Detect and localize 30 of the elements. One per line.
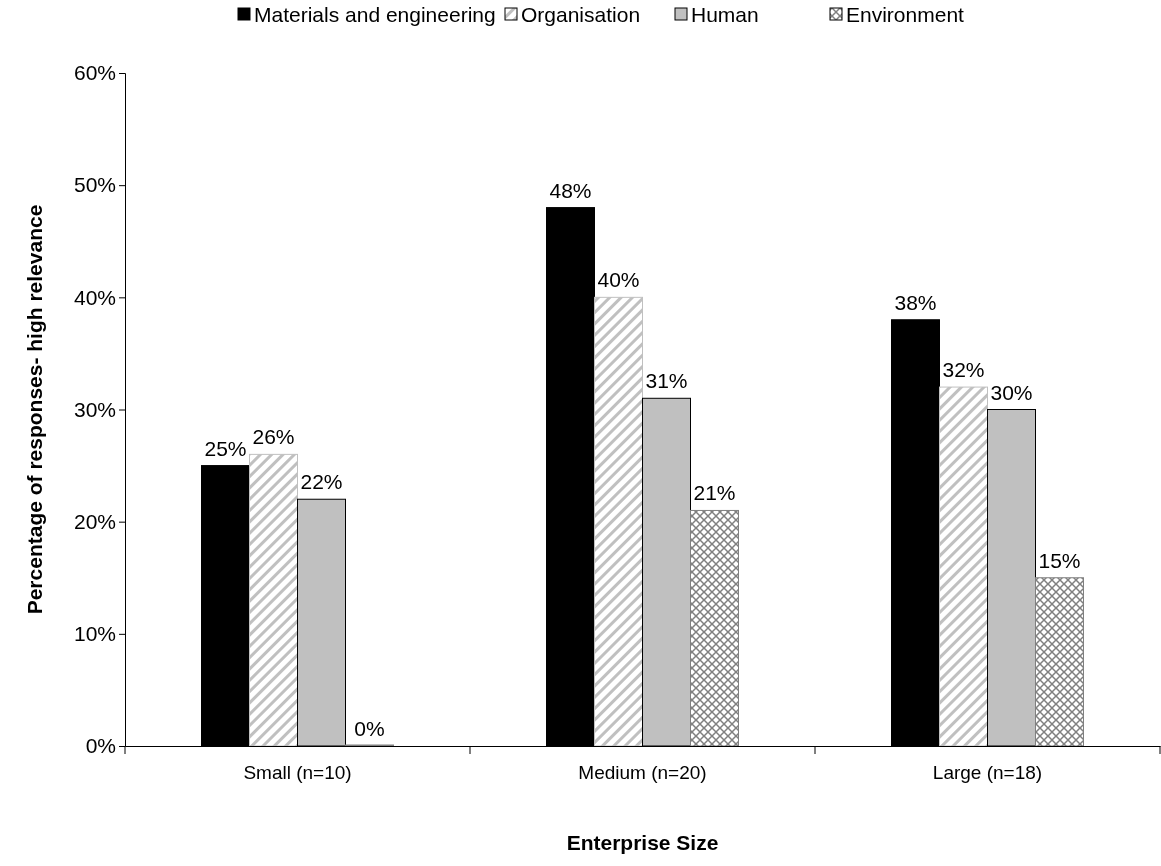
- x-tick-label: Large (n=18): [932, 762, 1043, 784]
- data-label: 21%: [693, 481, 736, 505]
- legend-label: Environment: [846, 3, 965, 26]
- data-label: 40%: [597, 268, 640, 292]
- data-label: 15%: [1038, 548, 1081, 572]
- data-label: 38%: [894, 290, 937, 314]
- y-tick-label: 0%: [85, 734, 116, 758]
- data-label: 26%: [252, 425, 295, 449]
- y-tick-label: 40%: [73, 285, 116, 309]
- y-tick-label: 10%: [73, 622, 116, 646]
- x-axis-title: Enterprise Size: [566, 831, 719, 854]
- bar: [1035, 577, 1084, 747]
- data-label: 25%: [204, 436, 247, 460]
- y-tick-label: 60%: [73, 61, 116, 85]
- data-label: 48%: [549, 178, 592, 202]
- legend-label: Organisation: [521, 3, 641, 26]
- data-label: 31%: [645, 369, 688, 393]
- data-label: 32%: [942, 358, 985, 382]
- y-tick-label: 20%: [73, 509, 116, 533]
- y-tick-label: 30%: [73, 397, 116, 421]
- legend-label: Human: [691, 3, 759, 26]
- x-tick-label: Small (n=10): [243, 762, 352, 784]
- x-tick-label: Medium (n=20): [578, 762, 707, 784]
- data-label: 22%: [300, 470, 343, 494]
- legend-label: Materials and engineering: [254, 3, 496, 26]
- bar: [690, 509, 739, 747]
- y-tick-label: 50%: [73, 173, 116, 197]
- data-label: 0%: [354, 717, 385, 740]
- data-label: 30%: [990, 380, 1033, 404]
- y-axis-title: Percentage of responses- high relevance: [23, 204, 46, 615]
